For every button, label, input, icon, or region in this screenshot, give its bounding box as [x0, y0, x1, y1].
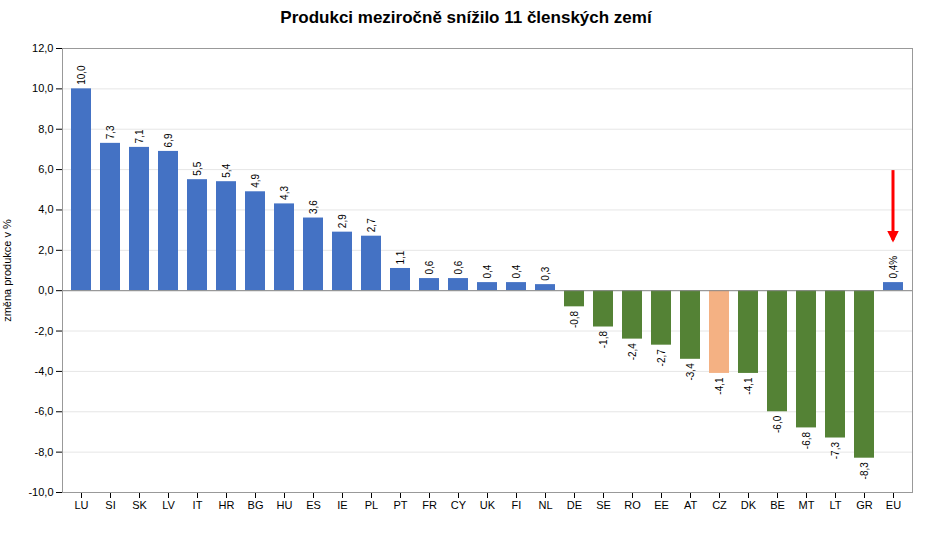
- svg-text:CY: CY: [451, 499, 467, 511]
- svg-text:LU: LU: [74, 499, 88, 511]
- svg-text:0,6: 0,6: [424, 260, 435, 274]
- svg-text:4,9: 4,9: [250, 173, 261, 187]
- svg-text:1,1: 1,1: [395, 250, 406, 264]
- svg-text:-6,8: -6,8: [801, 431, 812, 449]
- svg-text:-8,0: -8,0: [35, 446, 54, 458]
- svg-text:0,6: 0,6: [453, 260, 464, 274]
- svg-text:-2,0: -2,0: [35, 325, 54, 337]
- svg-text:-4,1: -4,1: [714, 377, 725, 395]
- svg-text:0,3: 0,3: [540, 266, 551, 280]
- svg-text:SE: SE: [596, 499, 611, 511]
- svg-text:12,0: 12,0: [32, 42, 53, 54]
- svg-text:7,1: 7,1: [134, 129, 145, 143]
- svg-text:BE: BE: [770, 499, 785, 511]
- svg-text:5,5: 5,5: [192, 161, 203, 175]
- svg-text:4,0: 4,0: [38, 203, 53, 215]
- svg-text:DE: DE: [567, 499, 582, 511]
- svg-text:-2,7: -2,7: [656, 349, 667, 367]
- svg-text:HR: HR: [219, 499, 235, 511]
- svg-text:IE: IE: [337, 499, 347, 511]
- svg-text:3,6: 3,6: [308, 200, 319, 214]
- svg-text:LV: LV: [162, 499, 175, 511]
- svg-text:4,3: 4,3: [279, 186, 290, 200]
- svg-text:8,0: 8,0: [38, 123, 53, 135]
- svg-text:FI: FI: [512, 499, 522, 511]
- svg-text:BG: BG: [248, 499, 264, 511]
- svg-text:EE: EE: [654, 499, 669, 511]
- svg-text:ES: ES: [306, 499, 321, 511]
- svg-text:MT: MT: [799, 499, 815, 511]
- svg-text:SI: SI: [105, 499, 115, 511]
- svg-text:0,4%: 0,4%: [888, 256, 899, 279]
- svg-text:DK: DK: [741, 499, 757, 511]
- svg-text:NL: NL: [538, 499, 552, 511]
- svg-text:-6,0: -6,0: [772, 415, 783, 433]
- svg-text:-10,0: -10,0: [28, 486, 53, 498]
- svg-text:-0,8: -0,8: [569, 310, 580, 328]
- svg-text:0,4: 0,4: [482, 264, 493, 278]
- svg-text:10,0: 10,0: [76, 65, 87, 85]
- html-text:Produkci meziročně snížilo 11: Produkci meziročně snížilo 11 členských …: [280, 8, 652, 27]
- svg-text:6,9: 6,9: [163, 133, 174, 147]
- svg-text:SK: SK: [132, 499, 147, 511]
- svg-text:GR: GR: [856, 499, 873, 511]
- svg-text:2,0: 2,0: [38, 244, 53, 256]
- svg-text:LT: LT: [829, 499, 841, 511]
- svg-text:0,0: 0,0: [38, 284, 53, 296]
- svg-text:IT: IT: [193, 499, 203, 511]
- svg-text:6,0: 6,0: [38, 163, 53, 175]
- svg-text:-4,1: -4,1: [743, 377, 754, 395]
- svg-text:0,4: 0,4: [511, 264, 522, 278]
- svg-text:7,3: 7,3: [105, 125, 116, 139]
- svg-text:AT: AT: [684, 499, 698, 511]
- svg-text:EU: EU: [886, 499, 901, 511]
- svg-text:-1,8: -1,8: [598, 331, 609, 349]
- svg-text:FR: FR: [422, 499, 437, 511]
- svg-text:UK: UK: [480, 499, 496, 511]
- svg-text:HU: HU: [277, 499, 293, 511]
- svg-text:PT: PT: [393, 499, 407, 511]
- svg-text:RO: RO: [624, 499, 641, 511]
- svg-text:2,7: 2,7: [366, 218, 377, 232]
- svg-text:-2,4: -2,4: [627, 343, 638, 361]
- svg-text:-3,4: -3,4: [685, 363, 696, 381]
- svg-text:PL: PL: [365, 499, 378, 511]
- svg-text:-8,3: -8,3: [859, 462, 870, 480]
- svg-text:-4,0: -4,0: [35, 365, 54, 377]
- svg-text:změna produkce v %: změna produkce v %: [1, 219, 13, 322]
- svg-text:2,9: 2,9: [337, 214, 348, 228]
- svg-text:-7,3: -7,3: [830, 442, 841, 460]
- svg-text:CZ: CZ: [712, 499, 727, 511]
- svg-text:-6,0: -6,0: [35, 405, 54, 417]
- svg-text:5,4: 5,4: [221, 163, 232, 177]
- svg-text:10,0: 10,0: [32, 82, 53, 94]
